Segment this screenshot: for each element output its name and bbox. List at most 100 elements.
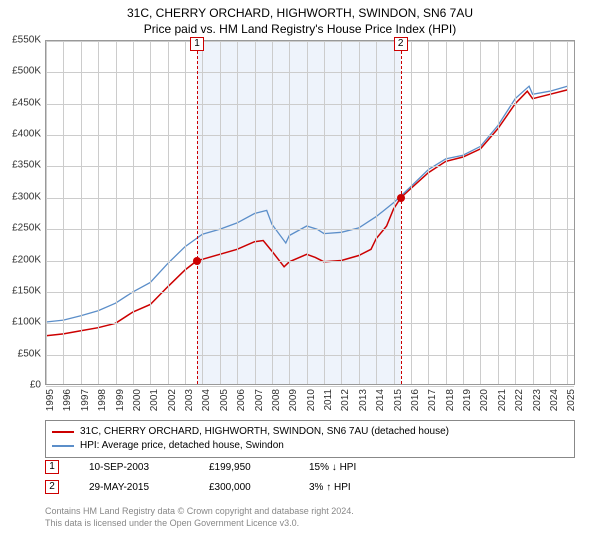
legend-swatch: [52, 431, 74, 433]
gridline-v: [272, 41, 273, 384]
y-tick-label: £150K: [12, 285, 41, 296]
legend-box: 31C, CHERRY ORCHARD, HIGHWORTH, SWINDON,…: [45, 420, 575, 458]
chart-subtitle: Price paid vs. HM Land Registry's House …: [0, 22, 600, 38]
gridline-h: [46, 104, 574, 105]
gridline-v: [307, 41, 308, 384]
event-line: [401, 41, 402, 384]
gridline-v: [498, 41, 499, 384]
line-series-svg: [46, 41, 576, 386]
x-tick-label: 2010: [306, 389, 317, 411]
event-price: £199,950: [209, 462, 279, 473]
x-tick-label: 2021: [497, 389, 508, 411]
footer-line-1: Contains HM Land Registry data © Crown c…: [45, 506, 354, 518]
x-tick-label: 2000: [132, 389, 143, 411]
sale-dot: [397, 194, 405, 202]
gridline-v: [428, 41, 429, 384]
x-tick-label: 2015: [393, 389, 404, 411]
event-marker: 2: [394, 37, 408, 51]
gridline-v: [98, 41, 99, 384]
gridline-v: [446, 41, 447, 384]
x-tick-label: 2025: [566, 389, 577, 411]
y-tick-label: £350K: [12, 160, 41, 171]
x-tick-label: 2007: [254, 389, 265, 411]
gridline-v: [116, 41, 117, 384]
gridline-v: [341, 41, 342, 384]
gridline-v: [533, 41, 534, 384]
gridline-h: [46, 386, 574, 387]
x-tick-label: 2009: [288, 389, 299, 411]
y-tick-label: £300K: [12, 191, 41, 202]
event-number-box: 1: [45, 460, 59, 474]
sale-dot: [193, 257, 201, 265]
y-tick-label: £400K: [12, 129, 41, 140]
gridline-v: [150, 41, 151, 384]
gridline-v: [63, 41, 64, 384]
legend-row: HPI: Average price, detached house, Swin…: [52, 439, 568, 453]
gridline-v: [168, 41, 169, 384]
legend-label: HPI: Average price, detached house, Swin…: [80, 439, 284, 453]
y-tick-label: £250K: [12, 223, 41, 234]
title-block: 31C, CHERRY ORCHARD, HIGHWORTH, SWINDON,…: [0, 0, 600, 37]
y-tick-label: £550K: [12, 35, 41, 46]
event-list-row: 2 29-MAY-2015 £300,000 3% ↑ HPI: [45, 480, 356, 494]
gridline-v: [359, 41, 360, 384]
legend-swatch: [52, 445, 74, 447]
event-hpi-delta: 3% ↑ HPI: [309, 482, 351, 493]
gridline-h: [46, 292, 574, 293]
x-tick-label: 2011: [323, 389, 334, 411]
x-tick-label: 2001: [149, 389, 160, 411]
gridline-h: [46, 261, 574, 262]
gridline-v: [46, 41, 47, 384]
event-line: [197, 41, 198, 384]
gridline-v: [237, 41, 238, 384]
x-tick-label: 1999: [115, 389, 126, 411]
x-tick-label: 2018: [445, 389, 456, 411]
x-tick-label: 2016: [410, 389, 421, 411]
event-number-box: 2: [45, 480, 59, 494]
x-tick-label: 2020: [479, 389, 490, 411]
gridline-h: [46, 166, 574, 167]
gridline-h: [46, 355, 574, 356]
gridline-v: [185, 41, 186, 384]
legend-label: 31C, CHERRY ORCHARD, HIGHWORTH, SWINDON,…: [80, 425, 449, 439]
x-tick-label: 2012: [340, 389, 351, 411]
gridline-v: [324, 41, 325, 384]
x-tick-label: 2008: [271, 389, 282, 411]
y-tick-label: £500K: [12, 66, 41, 77]
y-axis: £0£50K£100K£150K£200K£250K£300K£350K£400…: [0, 40, 45, 385]
gridline-v: [255, 41, 256, 384]
attribution-footer: Contains HM Land Registry data © Crown c…: [45, 506, 354, 529]
x-tick-label: 1997: [80, 389, 91, 411]
legend-row: 31C, CHERRY ORCHARD, HIGHWORTH, SWINDON,…: [52, 425, 568, 439]
x-tick-label: 2004: [201, 389, 212, 411]
x-tick-label: 2019: [462, 389, 473, 411]
events-list: 110-SEP-2003£199,95015% ↓ HPI229-MAY-201…: [45, 460, 356, 500]
x-tick-label: 2003: [184, 389, 195, 411]
gridline-h: [46, 198, 574, 199]
event-price: £300,000: [209, 482, 279, 493]
chart-container: 31C, CHERRY ORCHARD, HIGHWORTH, SWINDON,…: [0, 0, 600, 560]
gridline-h: [46, 135, 574, 136]
x-tick-label: 1995: [45, 389, 56, 411]
x-tick-label: 2014: [375, 389, 386, 411]
footer-line-2: This data is licensed under the Open Gov…: [45, 518, 354, 530]
y-tick-label: £450K: [12, 97, 41, 108]
gridline-v: [220, 41, 221, 384]
x-tick-label: 2022: [514, 389, 525, 411]
event-list-row: 110-SEP-2003£199,95015% ↓ HPI: [45, 460, 356, 474]
gridline-v: [394, 41, 395, 384]
x-tick-label: 1998: [97, 389, 108, 411]
gridline-v: [202, 41, 203, 384]
gridline-h: [46, 323, 574, 324]
x-tick-label: 2023: [532, 389, 543, 411]
x-tick-label: 2017: [427, 389, 438, 411]
gridline-v: [515, 41, 516, 384]
gridline-v: [289, 41, 290, 384]
gridline-v: [411, 41, 412, 384]
x-tick-label: 2024: [549, 389, 560, 411]
gridline-v: [463, 41, 464, 384]
x-tick-label: 2005: [219, 389, 230, 411]
event-hpi-delta: 15% ↓ HPI: [309, 462, 356, 473]
y-tick-label: £0: [30, 380, 41, 391]
event-date: 29-MAY-2015: [89, 482, 179, 493]
